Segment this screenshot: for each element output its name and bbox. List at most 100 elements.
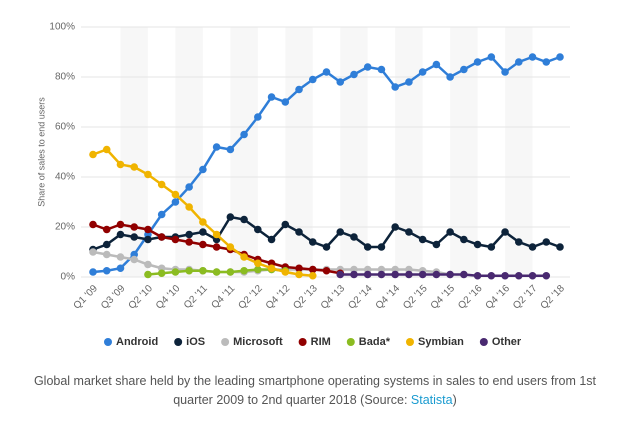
data-point xyxy=(377,65,386,74)
legend-label: Symbian xyxy=(418,336,464,348)
data-point xyxy=(473,240,482,249)
band xyxy=(230,27,258,277)
chart: Share of sales to end users 0% 20% 40% 60% 8… xyxy=(36,22,570,348)
data-point xyxy=(514,271,523,280)
data-point xyxy=(130,255,139,264)
x-tick-label: Q2 '15 xyxy=(401,283,430,312)
data-point xyxy=(363,270,372,279)
data-point xyxy=(185,183,193,191)
x-tick-label: Q2 '12 xyxy=(236,283,265,312)
data-point xyxy=(391,270,399,279)
data-point xyxy=(116,220,125,229)
data-point xyxy=(116,230,125,239)
data-point xyxy=(391,83,399,91)
data-point xyxy=(226,213,235,221)
caption: Global market share held by the leading … xyxy=(20,372,610,410)
data-point xyxy=(102,266,111,275)
series-line xyxy=(340,273,547,277)
data-point xyxy=(363,243,372,251)
x-tick-label: Q2 '13 xyxy=(291,283,320,312)
data-point xyxy=(102,145,111,154)
data-point xyxy=(418,270,427,279)
data-point xyxy=(226,145,235,154)
data-point xyxy=(240,266,248,275)
x-tick-label: Q4 '10 xyxy=(154,283,183,312)
data-point xyxy=(432,270,441,279)
data-point xyxy=(501,271,509,280)
data-point xyxy=(350,270,358,279)
data-point xyxy=(212,268,221,276)
data-point xyxy=(446,270,454,279)
x-tick-label: Q1 '09 xyxy=(72,283,101,312)
x-tick-label: Q4 '14 xyxy=(374,283,403,312)
data-point xyxy=(487,271,496,280)
data-point xyxy=(295,270,303,279)
data-point xyxy=(171,235,180,244)
data-point xyxy=(199,228,207,236)
data-point xyxy=(308,75,317,84)
data-point xyxy=(144,225,152,234)
data-point xyxy=(308,265,317,274)
data-point xyxy=(144,270,152,279)
data-point xyxy=(226,268,235,276)
legend: Android iOS Microsoft RIM Bada* Symbian Other xyxy=(104,336,522,348)
x-tick-label: Q3 '09 xyxy=(99,283,128,312)
data-point xyxy=(89,248,97,256)
legend-marker xyxy=(221,338,230,346)
data-point xyxy=(322,243,331,251)
caption-suffix: ) xyxy=(452,393,457,407)
data-point xyxy=(130,223,139,231)
data-point xyxy=(267,235,276,244)
data-point xyxy=(432,60,441,69)
legend-marker xyxy=(104,338,112,346)
data-point xyxy=(405,228,413,236)
data-point xyxy=(460,235,468,244)
x-tick-label: Q2 '11 xyxy=(182,283,210,311)
data-point xyxy=(212,243,221,251)
data-point xyxy=(240,253,248,261)
x-tick-label: Q4 '15 xyxy=(429,283,458,312)
data-point xyxy=(542,238,551,246)
data-point xyxy=(157,269,166,278)
data-point xyxy=(185,266,193,275)
data-point xyxy=(322,266,331,275)
data-point xyxy=(171,190,180,199)
data-point xyxy=(528,53,537,61)
data-point xyxy=(377,270,386,279)
data-point xyxy=(460,270,468,279)
x-tick-label: Q4 '11 xyxy=(209,283,237,311)
data-point xyxy=(254,265,262,274)
x-tick-label: Q2 '18 xyxy=(539,283,568,312)
data-point xyxy=(336,78,345,86)
y-tick-label: 80% xyxy=(55,72,75,83)
band xyxy=(395,27,423,277)
data-point xyxy=(116,253,125,261)
legend-label: Android xyxy=(116,336,158,348)
data-point xyxy=(528,243,537,251)
data-point xyxy=(212,230,221,239)
data-point xyxy=(254,113,262,121)
legend-marker xyxy=(346,338,355,346)
data-point xyxy=(144,260,152,269)
data-point xyxy=(363,63,372,71)
data-point xyxy=(240,130,248,139)
data-point xyxy=(89,268,97,276)
x-tick-label: Q4 '13 xyxy=(319,283,348,312)
data-point xyxy=(432,240,441,249)
legend-marker xyxy=(479,338,488,346)
data-point xyxy=(501,68,509,76)
source-link[interactable]: Statista xyxy=(410,393,453,407)
x-tick-label: Q2 '10 xyxy=(127,283,156,312)
data-point xyxy=(460,65,468,74)
data-point xyxy=(185,230,193,239)
data-point xyxy=(254,225,262,234)
data-point xyxy=(336,228,345,236)
data-point xyxy=(556,243,564,251)
data-point xyxy=(295,85,303,94)
x-tick-label: Q2 '17 xyxy=(511,283,540,312)
data-point xyxy=(157,180,166,189)
y-tick-label: 60% xyxy=(55,122,75,133)
data-point xyxy=(542,271,551,280)
legend-label: Other xyxy=(492,336,522,348)
